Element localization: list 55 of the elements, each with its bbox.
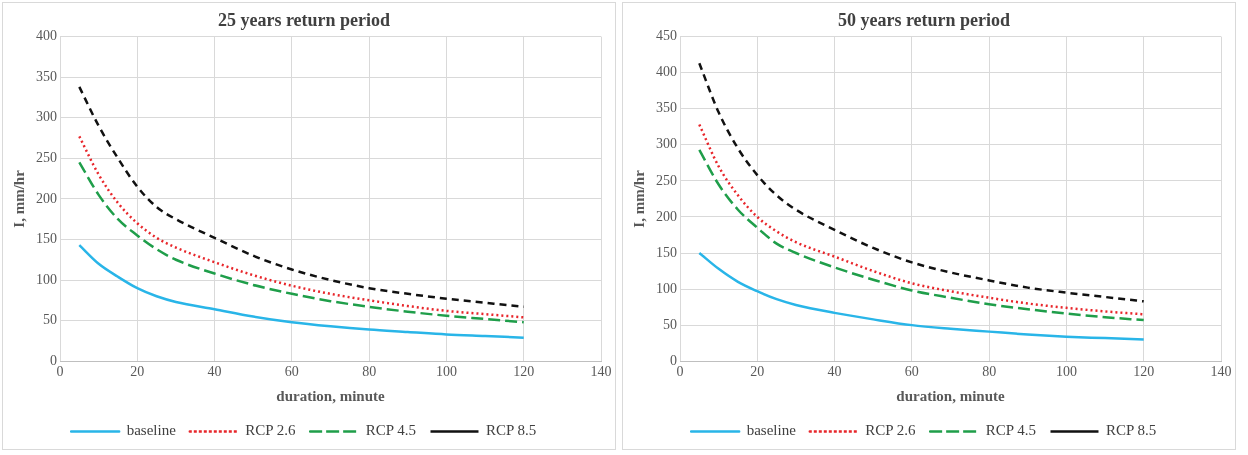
x-tick-label: 80 (362, 364, 377, 380)
x-tick-label: 140 (1210, 364, 1232, 380)
chart-title: 25 years return period (217, 10, 391, 31)
y-tick-label: 50 (663, 316, 677, 332)
x-axis-title: duration, minute (896, 387, 1006, 404)
y-axis-title: I, mm/hr (10, 169, 27, 228)
line-series (78, 161, 525, 324)
line-series (698, 62, 1145, 303)
line-series (78, 85, 525, 309)
y-tick-label: 300 (656, 136, 677, 152)
legend-label: RCP 8.5 (1106, 422, 1157, 439)
line-series (698, 148, 1145, 322)
line-series (698, 123, 1145, 316)
x-tick-label: 20 (750, 364, 765, 380)
legend-label: baseline (746, 422, 797, 439)
x-tick-label: 20 (130, 364, 145, 380)
y-axis-title: I, mm/hr (630, 169, 647, 228)
legend-label: RCP 4.5 (985, 422, 1036, 439)
y-tick-label: 350 (36, 68, 57, 84)
legend-label: baseline (126, 422, 177, 439)
y-tick-label: 300 (36, 109, 57, 125)
y-tick-label: 400 (36, 28, 57, 44)
y-tick-label: 350 (656, 100, 677, 116)
y-tick-label: 50 (43, 312, 57, 328)
x-tick-label: 120 (1133, 364, 1155, 380)
legend-label: RCP 2.6 (865, 422, 917, 439)
line-series (78, 135, 525, 319)
y-tick-label: 150 (36, 231, 57, 247)
y-tick-label: 200 (36, 190, 57, 206)
line-series (78, 243, 525, 339)
y-tick-label: 100 (36, 271, 57, 287)
x-tick-label: 40 (827, 364, 842, 380)
legend-label: RCP 8.5 (486, 422, 537, 439)
x-tick-label: 80 (982, 364, 997, 380)
x-tick-label: 120 (513, 364, 535, 380)
x-tick-label: 100 (1055, 364, 1077, 380)
x-tick-label: 60 (904, 364, 919, 380)
y-tick-label: 450 (656, 28, 677, 44)
legend-label: RCP 4.5 (365, 422, 416, 439)
y-tick-label: 400 (656, 64, 677, 80)
y-tick-label: 150 (656, 244, 677, 260)
y-tick-label: 0 (50, 352, 57, 368)
y-tick-label: 250 (36, 150, 57, 165)
x-axis-title: duration, minute (276, 387, 386, 404)
x-tick-label: 140 (590, 364, 612, 380)
x-tick-label: 100 (435, 364, 457, 380)
x-tick-label: 60 (284, 364, 299, 380)
x-tick-label: 40 (207, 364, 222, 380)
legend-label: RCP 2.6 (245, 422, 297, 439)
y-tick-label: 200 (656, 208, 677, 224)
line-series (698, 251, 1145, 341)
y-tick-label: 250 (656, 172, 677, 188)
y-tick-label: 100 (656, 280, 677, 296)
chart-title: 50 years return period (837, 10, 1011, 31)
y-tick-label: 0 (670, 352, 677, 368)
